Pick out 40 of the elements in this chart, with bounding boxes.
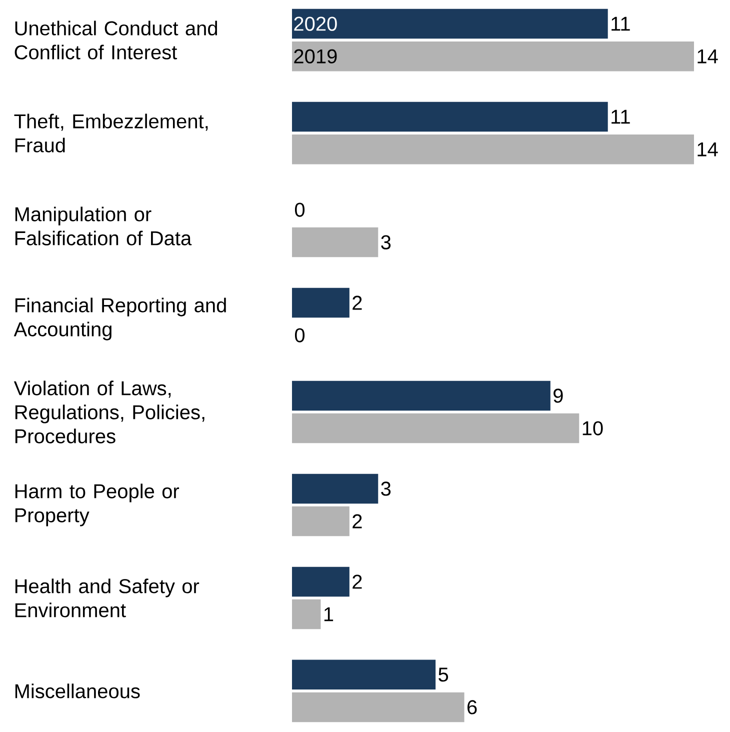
data-label: 6: [468, 700, 477, 714]
bar: [292, 380, 550, 411]
series-label: 2019: [294, 49, 337, 64]
data-label: 5: [438, 668, 448, 682]
data-label: 11: [612, 16, 630, 31]
data-label: 14: [698, 142, 718, 156]
y-tick-label: Harm to People or Property: [15, 484, 180, 526]
bar: [292, 8, 608, 39]
bar: [292, 41, 694, 72]
data-label: 2: [352, 514, 362, 528]
y-tick-label: Manipulation or Falsification of Data: [15, 206, 192, 246]
y-tick-label: Unethical Conduct and Conflict of Interest: [14, 20, 218, 60]
data-label: 2: [352, 296, 362, 310]
series-label: 2020: [294, 16, 337, 31]
data-label: 0: [294, 202, 305, 217]
y-tick-label: Violation of Laws, Regulations, Policies, Procedures: [14, 380, 204, 444]
data-label: 14: [698, 49, 718, 64]
bar: [292, 599, 321, 630]
data-label: 3: [381, 482, 391, 496]
y-tick-label: Health and Safety or Environment: [15, 578, 200, 618]
bar: [292, 506, 350, 536]
y-tick-label: Miscellaneous: [15, 684, 140, 698]
bar: [292, 288, 350, 318]
data-label: 2: [352, 574, 362, 589]
bar: [292, 227, 378, 258]
bar: [292, 660, 436, 690]
bar: [292, 474, 378, 504]
bar: [292, 566, 350, 597]
bar: [292, 102, 608, 132]
y-tick-label: Financial Reporting and Accounting: [14, 298, 226, 340]
y-tick-label: Theft, Embezzlement, Fraud: [14, 114, 208, 152]
data-label: 0: [294, 328, 305, 342]
data-label: 9: [554, 388, 563, 403]
bar: [292, 413, 580, 444]
bar: [292, 134, 694, 164]
data-label: 10: [582, 421, 603, 436]
data-label: 11: [612, 110, 630, 124]
bar: [292, 692, 464, 722]
data-label: 3: [381, 235, 391, 250]
data-label: 1: [324, 607, 334, 622]
